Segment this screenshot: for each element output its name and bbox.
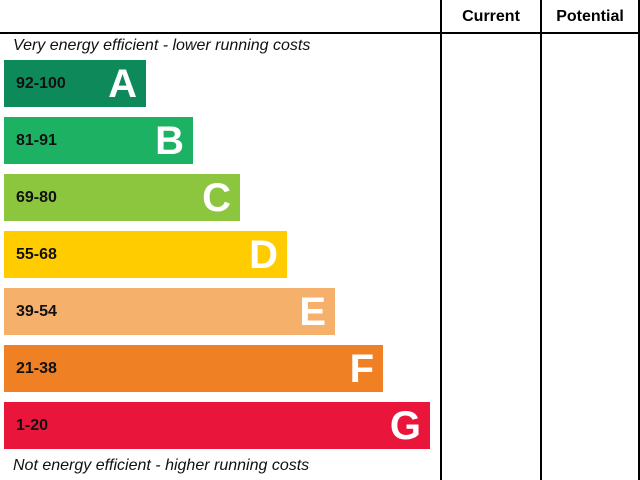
band-f: 21-38 F	[4, 345, 383, 392]
band-letter: B	[155, 118, 184, 163]
band-range: 39-54	[16, 302, 57, 320]
band-range: 55-68	[16, 245, 57, 263]
band-a: 92-100 A	[4, 60, 146, 107]
band-range: 21-38	[16, 359, 57, 377]
band-letter: E	[299, 289, 326, 334]
potential-column-header: Potential	[556, 8, 624, 25]
band-range: 1-20	[16, 416, 49, 434]
header-divider	[0, 32, 640, 34]
current-column-header: Current	[462, 8, 520, 25]
top-caption: Very energy efficient - lower running co…	[13, 37, 311, 54]
chart-right-border	[638, 0, 640, 480]
band-c: 69-80 C	[4, 174, 240, 221]
band-e: 39-54 E	[4, 288, 335, 335]
band-letter: C	[202, 175, 231, 220]
column-divider-right	[540, 0, 542, 480]
column-divider-left	[440, 0, 442, 480]
band-d: 55-68 D	[4, 231, 287, 278]
band-letter: D	[249, 232, 278, 277]
band-range: 69-80	[16, 188, 57, 206]
bottom-caption: Not energy efficient - higher running co…	[13, 457, 310, 474]
band-letter: F	[349, 346, 374, 391]
band-b: 81-91 B	[4, 117, 193, 164]
band-range: 92-100	[16, 74, 66, 92]
band-range: 81-91	[16, 131, 57, 149]
band-g: 1-20 G	[4, 402, 430, 449]
band-letter: A	[108, 61, 137, 106]
band-letter: G	[389, 403, 421, 448]
